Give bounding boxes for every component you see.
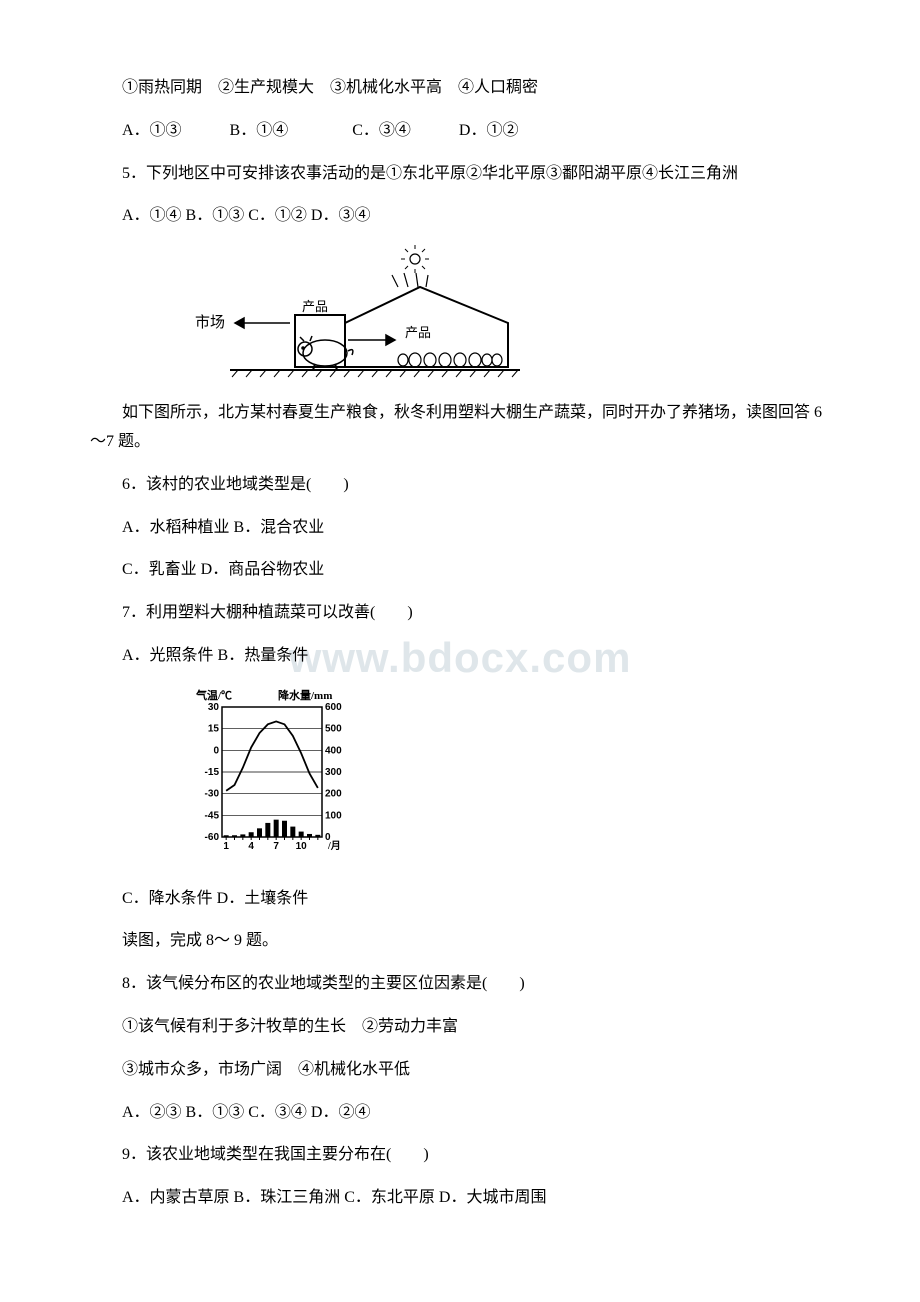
- q8-options: A．②③ B．①③ C．③④ D．②④: [90, 1099, 830, 1128]
- svg-text:200: 200: [325, 788, 342, 799]
- q8-cond2: ③城市众多，市场广阔 ④机械化水平低: [90, 1056, 830, 1085]
- q4-options: A．①③ B．①④ C．③④ D．①②: [90, 117, 830, 146]
- arrow-to-greenhouse: [348, 335, 395, 345]
- svg-text:7: 7: [273, 841, 279, 852]
- q9-options: A．内蒙古草原 B．珠江三角洲 C．东北平原 D．大城市周围: [90, 1184, 830, 1213]
- market-label: 市场: [195, 314, 225, 331]
- q8-stem: 8．该气候分布区的农业地域类型的主要区位因素是( ): [90, 970, 830, 999]
- svg-text:-45: -45: [205, 810, 220, 821]
- q6-opt-cd: C．乳畜业 D．商品谷物农业: [90, 556, 830, 585]
- svg-text:600: 600: [325, 702, 342, 713]
- product1-label: 产品: [302, 299, 328, 314]
- svg-text:300: 300: [325, 767, 342, 778]
- document-content: ①雨热同期 ②生产规模大 ③机械化水平高 ④人口稠密 A．①③ B．①④ C．③…: [90, 74, 830, 1213]
- q6-stem: 6．该村的农业地域类型是( ): [90, 471, 830, 500]
- svg-text:气温/℃: 气温/℃: [195, 688, 232, 702]
- svg-text:0: 0: [213, 745, 219, 756]
- svg-text:-60: -60: [205, 832, 220, 843]
- arrow-to-market: [235, 318, 290, 328]
- sun-icon: [401, 245, 429, 273]
- svg-text:-15: -15: [205, 767, 220, 778]
- svg-text:15: 15: [208, 723, 220, 734]
- product2-label: 产品: [405, 325, 431, 340]
- q9-stem: 9．该农业地域类型在我国主要分布在( ): [90, 1141, 830, 1170]
- q5-options: A．①④ B．①③ C．①② D．③④: [90, 202, 830, 231]
- q5-stem: 5．下列地区中可安排该农事活动的是①东北平原②华北平原③鄱阳湖平原④长江三角洲: [90, 160, 830, 189]
- plants-icon: [398, 353, 502, 367]
- svg-text:4: 4: [248, 841, 254, 852]
- q8-cond1: ①该气候有利于多汁牧草的生长 ②劳动力丰富: [90, 1013, 830, 1042]
- svg-text:500: 500: [325, 723, 342, 734]
- svg-text:-30: -30: [205, 788, 220, 799]
- farm-diagram: 市场 产品 产品: [190, 245, 830, 385]
- svg-text:400: 400: [325, 745, 342, 756]
- svg-text:降水量/mm: 降水量/mm: [278, 688, 332, 702]
- svg-text:1: 1: [223, 841, 229, 852]
- q7-stem: 7．利用塑料大棚种植蔬菜可以改善( ): [90, 599, 830, 628]
- q6-opt-ab: A．水稻种植业 B．混合农业: [90, 514, 830, 543]
- q7-opt-ab: A．光照条件 B．热量条件: [90, 642, 830, 671]
- svg-text:30: 30: [208, 702, 220, 713]
- climate-chart: 30600155000400-15300-30200-45100-600气温/℃…: [190, 685, 830, 871]
- q6-intro: 如下图所示，北方某村春夏生产粮食，秋冬利用塑料大棚生产蔬菜，同时开办了养猪场，读…: [90, 399, 830, 457]
- svg-text:10: 10: [296, 841, 308, 852]
- q4-conditions: ①雨热同期 ②生产规模大 ③机械化水平高 ④人口稠密: [90, 74, 830, 103]
- q8-intro: 读图，完成 8～ 9 题。: [90, 927, 830, 956]
- svg-text:/月: /月: [327, 840, 341, 852]
- q7-opt-cd: C．降水条件 D．土壤条件: [90, 885, 830, 914]
- svg-text:100: 100: [325, 810, 342, 821]
